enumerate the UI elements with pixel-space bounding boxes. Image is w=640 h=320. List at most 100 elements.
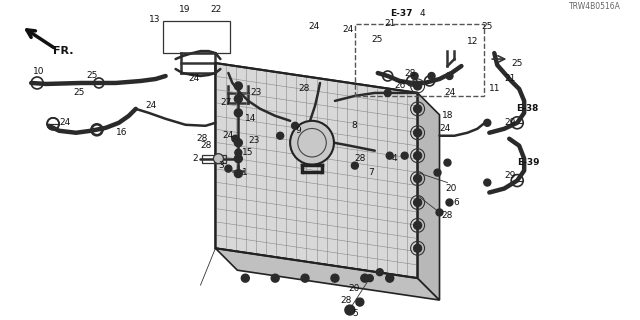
Text: 20: 20 [445,184,457,193]
Text: 25: 25 [481,22,493,31]
Text: 28: 28 [340,296,351,305]
Circle shape [213,154,223,164]
Text: 28: 28 [442,211,453,220]
Text: 9: 9 [295,126,301,135]
Circle shape [366,275,373,282]
Circle shape [484,119,491,126]
Text: 22: 22 [211,5,221,14]
Text: 28: 28 [196,134,208,143]
Text: 24: 24 [222,131,234,140]
Circle shape [290,121,334,164]
Circle shape [444,159,451,166]
Text: 24: 24 [445,88,456,97]
Circle shape [232,135,239,142]
Text: 23: 23 [250,88,262,97]
Circle shape [434,169,441,176]
Circle shape [331,274,339,282]
Text: 18: 18 [442,111,453,120]
Text: 1: 1 [243,168,248,177]
Circle shape [351,162,358,169]
Text: 20: 20 [348,284,359,292]
Text: 28: 28 [404,68,416,77]
Text: 29: 29 [504,171,516,180]
Circle shape [345,305,355,315]
Circle shape [413,105,422,113]
Bar [163,21,230,53]
Circle shape [276,132,284,139]
Circle shape [413,82,422,90]
Text: 7: 7 [368,168,374,177]
Text: 25: 25 [73,88,84,97]
Text: 26: 26 [395,82,406,91]
Text: FR.: FR. [53,46,74,56]
Text: 5: 5 [352,308,358,317]
Text: 24: 24 [440,124,451,133]
Circle shape [413,152,422,160]
Text: TRW4B0516A: TRW4B0516A [569,2,621,11]
Text: 28: 28 [355,154,366,163]
Circle shape [401,152,408,159]
Text: 28: 28 [200,141,212,150]
Circle shape [428,73,435,79]
Bar [202,155,227,163]
Circle shape [292,122,299,129]
Text: 15: 15 [243,148,254,157]
Text: 12: 12 [467,36,479,46]
Text: 29: 29 [504,118,516,127]
Text: 11: 11 [490,84,501,93]
Text: 24: 24 [189,75,200,84]
Text: 28: 28 [298,84,310,93]
Text: E-39: E-39 [517,158,540,167]
Circle shape [301,274,309,282]
Text: E-38: E-38 [516,104,539,113]
Circle shape [234,109,243,117]
Circle shape [361,274,369,282]
Circle shape [271,274,279,282]
Polygon shape [216,248,440,300]
Text: 19: 19 [179,5,190,14]
Circle shape [446,73,453,79]
Text: 24: 24 [342,25,353,34]
Circle shape [376,269,383,276]
Circle shape [225,165,232,172]
Text: 6: 6 [454,198,460,207]
Circle shape [413,129,422,137]
Text: 14: 14 [245,114,257,123]
Text: 10: 10 [33,67,45,76]
Text: 8: 8 [352,121,358,130]
Circle shape [413,221,422,229]
Circle shape [386,274,394,282]
Bar [355,24,484,96]
Circle shape [234,170,243,178]
Circle shape [235,149,242,156]
Text: 25: 25 [86,71,97,81]
Text: 24: 24 [308,22,319,31]
Text: 24: 24 [59,118,70,127]
Text: 23: 23 [248,136,260,145]
Circle shape [413,198,422,206]
Circle shape [234,95,243,103]
Text: 13: 13 [148,15,160,24]
Text: 2: 2 [193,154,198,163]
Text: 3: 3 [218,161,224,170]
Text: 25: 25 [372,35,383,44]
Circle shape [413,244,422,252]
Circle shape [413,175,422,183]
Text: 4: 4 [420,9,425,18]
Circle shape [386,152,393,159]
Text: 21: 21 [504,75,516,84]
Circle shape [234,139,243,147]
Text: 25: 25 [511,59,523,68]
Text: 4: 4 [392,154,397,163]
Polygon shape [418,93,440,300]
Circle shape [356,298,364,306]
Circle shape [436,209,443,216]
Polygon shape [216,63,418,278]
Circle shape [484,179,491,186]
Text: 21: 21 [385,19,396,28]
Circle shape [234,82,243,90]
Text: 16: 16 [116,128,127,137]
Circle shape [241,274,250,282]
Text: 27: 27 [220,98,232,108]
Circle shape [234,155,243,163]
